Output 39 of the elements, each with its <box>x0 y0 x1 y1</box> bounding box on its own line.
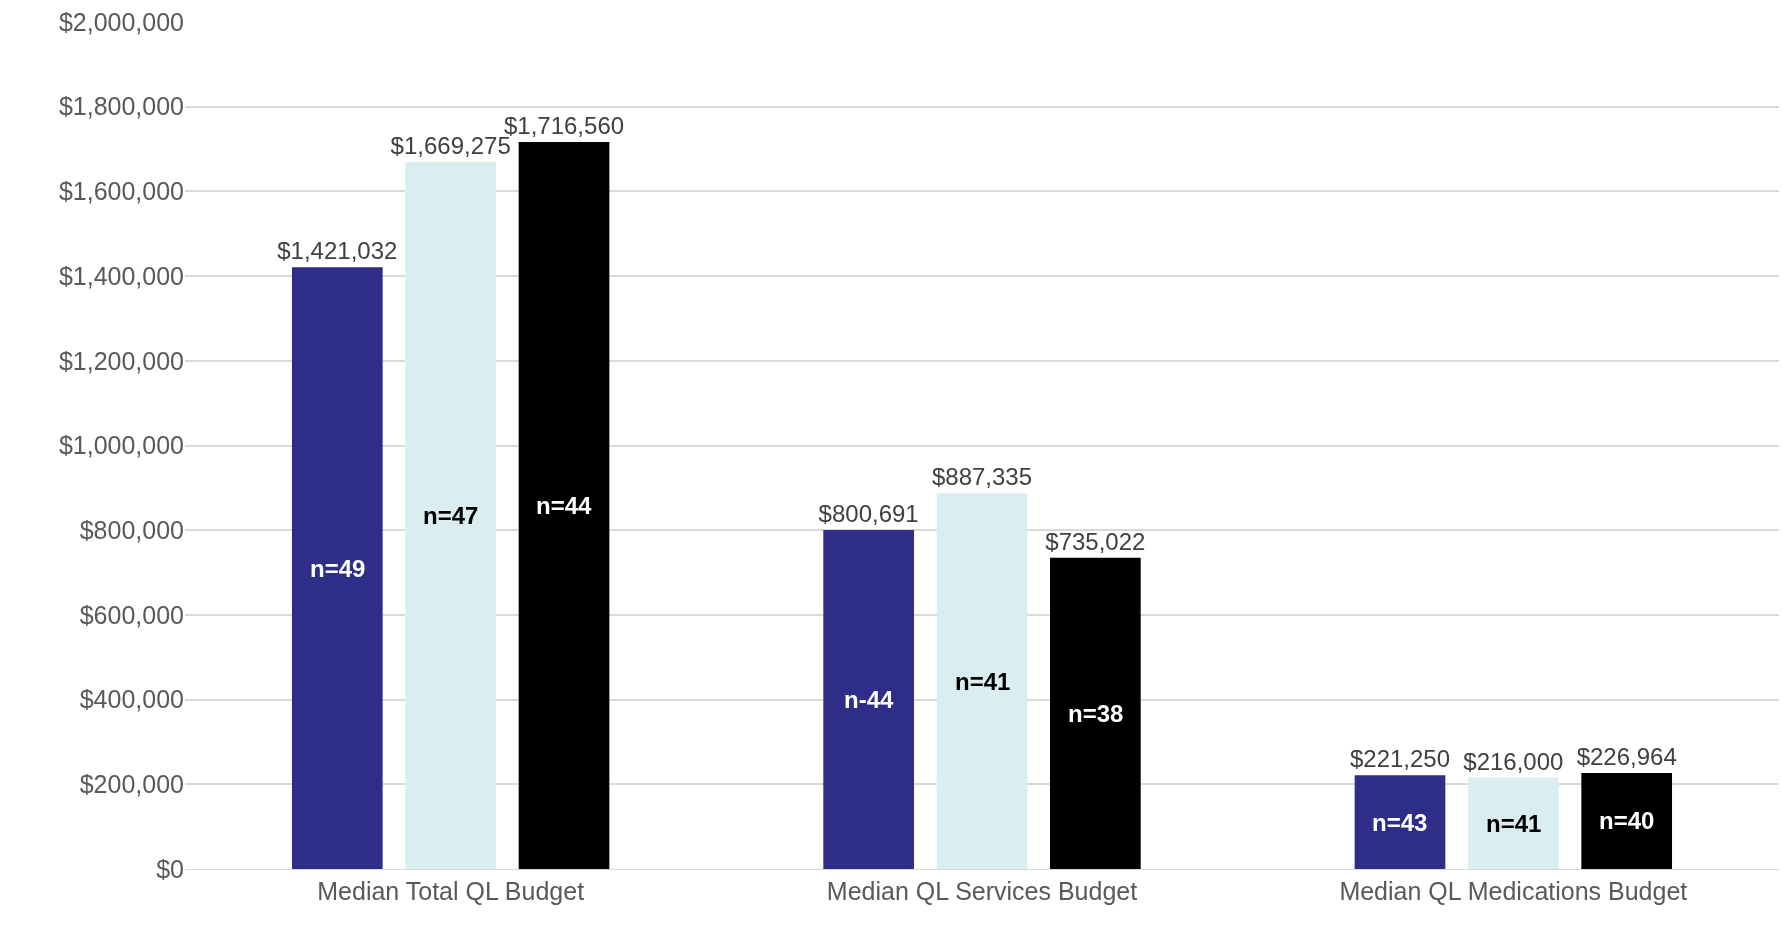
data-label: $226,964 <box>1576 742 1677 770</box>
y-tick-label: $1,600,000 <box>58 177 184 206</box>
y-tick-label: $1,400,000 <box>58 261 184 290</box>
data-label: $221,250 <box>1349 745 1451 773</box>
bar <box>1581 772 1673 869</box>
bar <box>936 493 1028 869</box>
y-tick-label: $200,000 <box>79 770 184 799</box>
data-label: $1,421,032 <box>277 237 398 265</box>
y-tick-label: $0 <box>156 854 184 883</box>
data-label: $735,022 <box>1045 527 1146 555</box>
y-tick-label: $1,800,000 <box>58 92 184 121</box>
bar <box>291 267 383 869</box>
y-tick-label: $400,000 <box>79 685 184 714</box>
annotation: n=40 <box>1599 807 1655 834</box>
annotation: n=47 <box>423 502 479 529</box>
bar <box>1050 557 1141 869</box>
annotation: n-44 <box>844 686 894 713</box>
data-label: $216,000 <box>1463 747 1564 775</box>
bar <box>1467 777 1559 869</box>
x-tick-label: Median Total QL Budget <box>317 877 585 905</box>
bar <box>1354 775 1446 869</box>
annotation: n=44 <box>536 492 593 519</box>
x-tick-label: Median QL Medications Budget <box>1339 877 1688 905</box>
bar <box>405 162 497 869</box>
annotation: n=49 <box>310 555 366 582</box>
annotation: n=43 <box>1372 809 1428 836</box>
annotation: n=41 <box>955 668 1011 695</box>
data-label: $800,691 <box>818 499 919 527</box>
y-tick-label: $2,000,000 <box>58 7 184 36</box>
y-tick-label: $800,000 <box>79 515 184 544</box>
data-label: $887,335 <box>931 463 1033 491</box>
x-tick-label: Median QL Services Budget <box>826 877 1138 905</box>
y-tick-label: $1,000,000 <box>58 431 184 460</box>
y-tick-label: $600,000 <box>79 600 184 629</box>
annotation: n=41 <box>1486 810 1542 837</box>
bar <box>823 529 914 869</box>
annotation: n=38 <box>1068 700 1124 727</box>
bar <box>518 142 610 869</box>
y-tick-label: $1,200,000 <box>58 346 184 375</box>
